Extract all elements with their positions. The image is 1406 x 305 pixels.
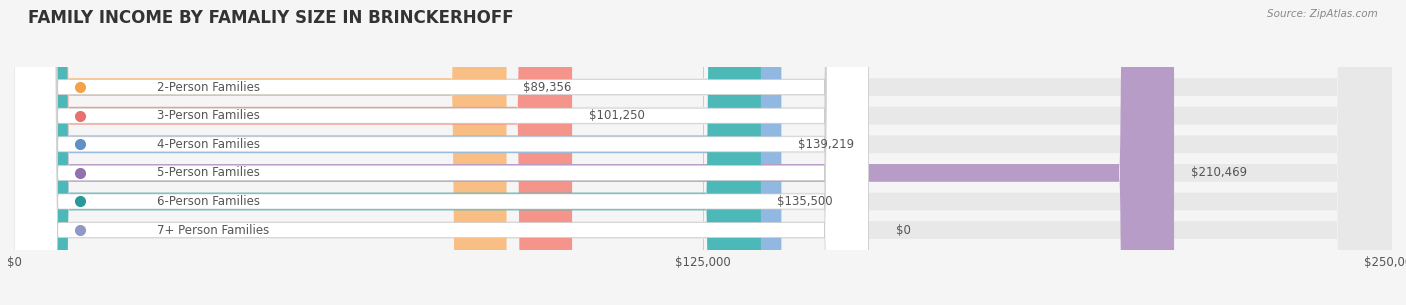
Text: $89,356: $89,356 [523,81,571,94]
FancyBboxPatch shape [14,0,869,305]
Text: $139,219: $139,219 [797,138,853,151]
FancyBboxPatch shape [14,0,1174,305]
FancyBboxPatch shape [14,0,1392,305]
FancyBboxPatch shape [14,0,1392,305]
FancyBboxPatch shape [14,0,782,305]
FancyBboxPatch shape [14,0,1392,305]
Text: FAMILY INCOME BY FAMALIY SIZE IN BRINCKERHOFF: FAMILY INCOME BY FAMALIY SIZE IN BRINCKE… [28,9,513,27]
FancyBboxPatch shape [14,0,869,305]
FancyBboxPatch shape [14,0,869,305]
FancyBboxPatch shape [14,0,761,305]
Text: 2-Person Families: 2-Person Families [157,81,260,94]
FancyBboxPatch shape [14,0,869,305]
FancyBboxPatch shape [14,0,869,305]
FancyBboxPatch shape [14,0,1392,305]
Text: 7+ Person Families: 7+ Person Families [157,224,270,237]
Text: $101,250: $101,250 [589,109,644,122]
FancyBboxPatch shape [14,0,506,305]
FancyBboxPatch shape [14,0,1392,305]
FancyBboxPatch shape [14,0,1392,305]
Text: $210,469: $210,469 [1191,167,1247,179]
Text: 6-Person Families: 6-Person Families [157,195,260,208]
Text: $0: $0 [896,224,911,237]
Text: 5-Person Families: 5-Person Families [157,167,260,179]
Text: 3-Person Families: 3-Person Families [157,109,260,122]
Text: 4-Person Families: 4-Person Families [157,138,260,151]
Text: $135,500: $135,500 [778,195,832,208]
FancyBboxPatch shape [14,0,572,305]
Text: Source: ZipAtlas.com: Source: ZipAtlas.com [1267,9,1378,19]
FancyBboxPatch shape [14,0,869,305]
